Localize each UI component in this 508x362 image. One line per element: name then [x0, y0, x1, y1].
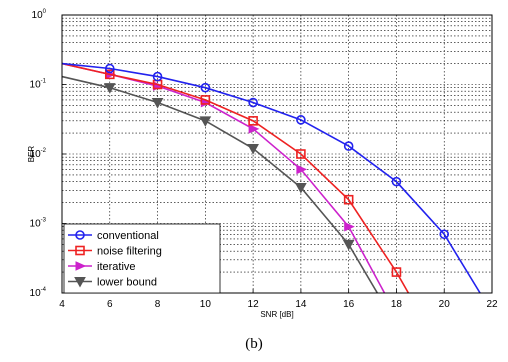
- data-point-conventional: [439, 229, 450, 240]
- data-point-conventional: [200, 82, 211, 93]
- series-layer: [61, 62, 481, 294]
- data-point-noise-filtering: [296, 149, 306, 159]
- x-tick-label: 18: [391, 299, 403, 310]
- data-point-lower-bound: [151, 98, 164, 109]
- series-conventional: [61, 62, 481, 294]
- series-line-conventional: [61, 62, 481, 294]
- legend-label-lower-bound: lower bound: [97, 277, 157, 289]
- y-tick-label: 10-4: [30, 287, 47, 299]
- data-point-noise-filtering: [248, 116, 258, 126]
- data-point-lower-bound: [295, 182, 307, 194]
- series-noise-filtering: [61, 62, 410, 294]
- x-tick-label: 22: [486, 299, 498, 310]
- data-point-conventional: [343, 141, 354, 151]
- legend-marker-iterative: [75, 261, 87, 271]
- y-tick-label: 10-1: [30, 79, 47, 91]
- data-point-conventional: [296, 115, 306, 125]
- figure-caption: (b): [245, 336, 263, 352]
- data-point-conventional: [104, 63, 115, 74]
- data-point-lower-bound: [342, 239, 355, 251]
- legend-label-noise-filtering: noise filtering: [97, 246, 162, 258]
- legend-marker-conventional: [75, 230, 85, 240]
- data-point-noise-filtering: [391, 267, 402, 277]
- x-tick-label: 12: [248, 299, 260, 310]
- series-line-noise-filtering: [61, 62, 410, 294]
- data-point-iterative: [296, 164, 308, 175]
- data-point-noise-filtering: [343, 194, 354, 205]
- x-tick-label: 6: [107, 299, 113, 310]
- x-tick-label: 14: [295, 299, 307, 310]
- legend-marker-noise-filtering: [75, 245, 85, 256]
- data-point-iterative: [344, 221, 355, 232]
- legend-label-conventional: conventional: [97, 230, 159, 242]
- x-tick-label: 4: [59, 299, 65, 310]
- grid: [62, 15, 492, 293]
- legend-label-iterative: iterative: [97, 261, 136, 273]
- data-point-noise-filtering: [104, 69, 115, 80]
- x-tick-label: 8: [155, 299, 161, 310]
- data-point-lower-bound: [247, 143, 259, 155]
- data-point-lower-bound: [199, 116, 212, 127]
- data-point-conventional: [248, 97, 258, 108]
- legend-marker-lower-bound: [74, 277, 86, 288]
- data-point-conventional: [391, 176, 402, 187]
- y-axis-label: BER: [27, 146, 36, 163]
- y-tick-label: 10-3: [30, 218, 47, 230]
- data-point-conventional: [152, 71, 163, 82]
- data-point-lower-bound: [103, 83, 116, 94]
- x-axis-label: SNR [dB]: [260, 310, 293, 319]
- x-tick-label: 16: [343, 299, 355, 310]
- data-point-iterative: [248, 124, 260, 134]
- x-tick-label: 20: [439, 299, 451, 310]
- data-point-noise-filtering: [200, 95, 211, 105]
- legend: conventional noise filtering iterative lowe…: [63, 223, 221, 294]
- series-lower-bound: [61, 75, 379, 294]
- y-tick-label: 100: [32, 9, 47, 21]
- series-line-lower-bound: [61, 75, 379, 294]
- x-tick-label: 10: [200, 299, 212, 310]
